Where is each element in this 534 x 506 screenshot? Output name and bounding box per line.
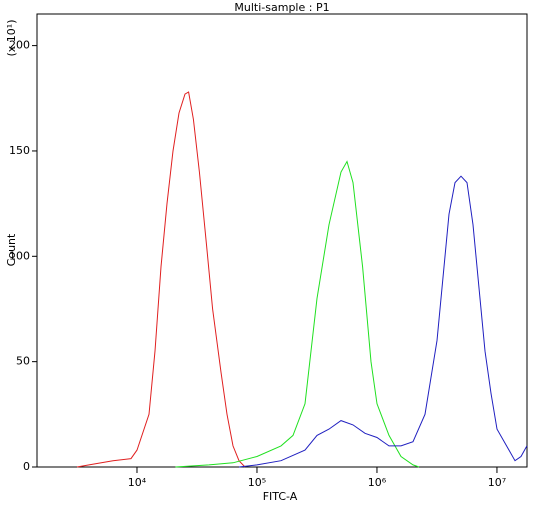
histogram-line <box>238 175 528 468</box>
y-tick-label: 0 <box>23 460 30 473</box>
chart-title: Multi-sample : P1 <box>234 1 329 14</box>
y-multiplier: (x 10¹) <box>5 20 18 57</box>
x-tick-label: 10⁴ <box>128 476 147 489</box>
y-axis-label: Count <box>5 233 18 266</box>
x-axis-label: FITC-A <box>263 490 298 503</box>
histogram-line <box>76 91 246 468</box>
y-tick-label: 150 <box>9 144 30 157</box>
x-tick-label: 10⁷ <box>488 476 506 489</box>
x-tick-label: 10⁶ <box>368 476 387 489</box>
plot-frame <box>36 13 528 468</box>
y-tick-label: 100 <box>9 249 30 262</box>
y-tick-label: 200 <box>9 39 30 52</box>
histogram-line <box>175 160 420 468</box>
y-tick-label: 50 <box>16 355 30 368</box>
x-tick-label: 10⁵ <box>248 476 266 489</box>
